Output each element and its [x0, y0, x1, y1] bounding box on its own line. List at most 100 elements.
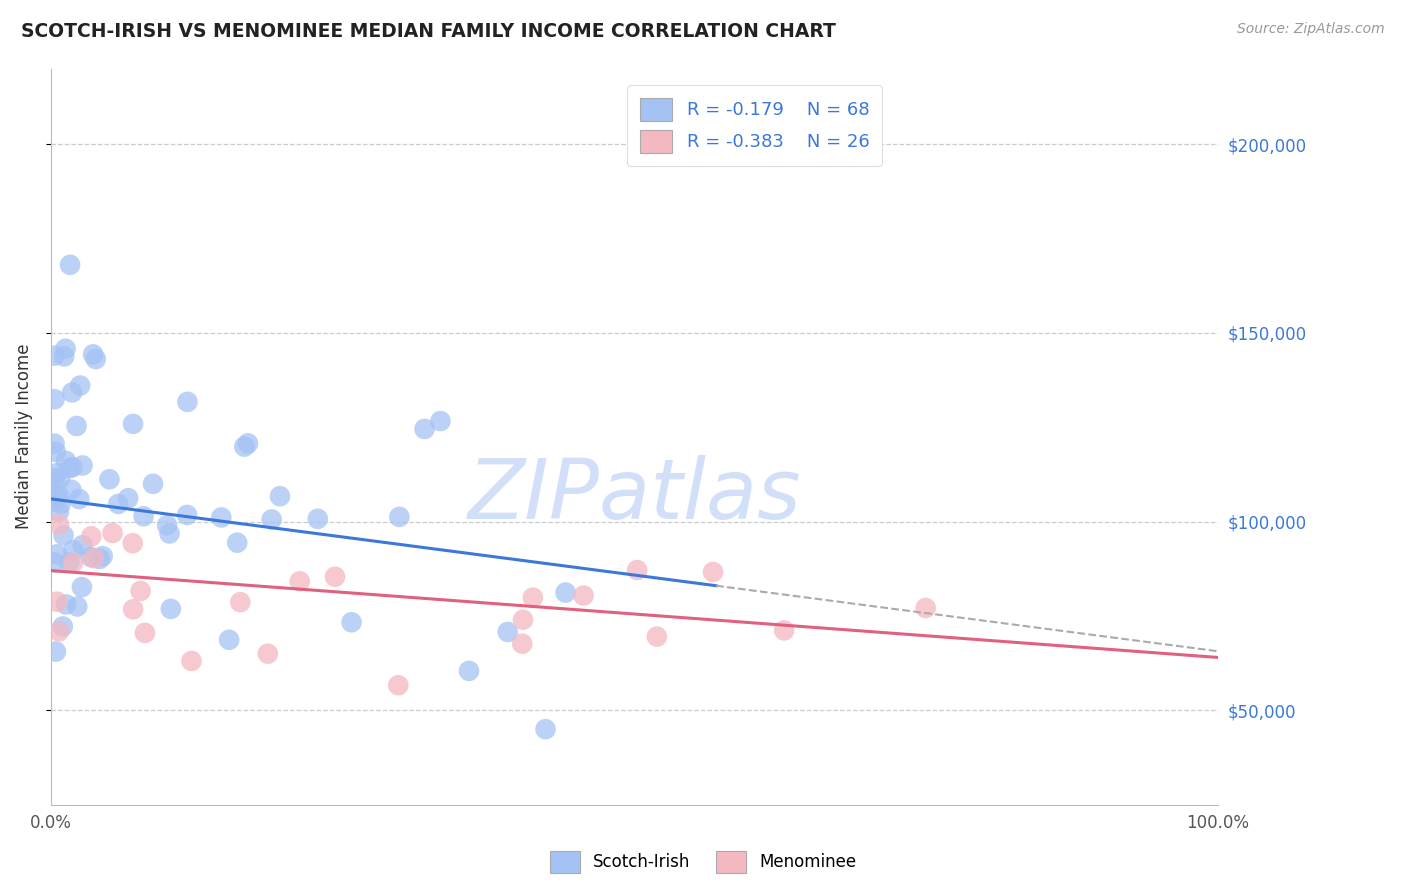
- Point: [388, 509, 411, 524]
- Point: [46, 466, 69, 480]
- Point: [572, 589, 595, 603]
- Point: [773, 624, 796, 638]
- Point: [260, 512, 283, 526]
- Point: [62, 556, 84, 570]
- Point: [44, 556, 66, 570]
- Point: [269, 489, 291, 503]
- Point: [176, 508, 198, 522]
- Point: [44, 349, 66, 363]
- Text: Source: ZipAtlas.com: Source: ZipAtlas.com: [1237, 22, 1385, 37]
- Point: [122, 602, 145, 616]
- Point: [914, 601, 936, 615]
- Point: [67, 492, 90, 507]
- Point: [134, 626, 156, 640]
- Point: [156, 518, 179, 533]
- Point: [98, 472, 121, 486]
- Point: [176, 395, 198, 409]
- Point: [91, 549, 114, 563]
- Point: [209, 510, 232, 524]
- Point: [60, 483, 83, 497]
- Point: [645, 630, 668, 644]
- Text: ZIPatlas: ZIPatlas: [468, 455, 801, 536]
- Point: [69, 378, 91, 392]
- Point: [45, 547, 67, 561]
- Point: [340, 615, 363, 630]
- Point: [159, 526, 181, 541]
- Point: [52, 528, 75, 542]
- Point: [44, 487, 66, 501]
- Point: [48, 624, 70, 639]
- Point: [45, 595, 67, 609]
- Point: [44, 471, 66, 485]
- Point: [44, 436, 66, 450]
- Point: [387, 678, 409, 692]
- Point: [58, 461, 80, 475]
- Point: [122, 417, 145, 431]
- Point: [48, 517, 70, 532]
- Point: [512, 613, 534, 627]
- Y-axis label: Median Family Income: Median Family Income: [15, 343, 32, 529]
- Point: [60, 460, 83, 475]
- Point: [121, 536, 143, 550]
- Text: SCOTCH-IRISH VS MENOMINEE MEDIAN FAMILY INCOME CORRELATION CHART: SCOTCH-IRISH VS MENOMINEE MEDIAN FAMILY …: [21, 22, 837, 41]
- Point: [180, 654, 202, 668]
- Point: [142, 476, 165, 491]
- Point: [534, 722, 557, 736]
- Point: [66, 599, 89, 614]
- Point: [45, 445, 67, 459]
- Point: [72, 538, 94, 552]
- Point: [626, 563, 648, 577]
- Point: [60, 385, 83, 400]
- Point: [83, 551, 105, 566]
- Point: [233, 440, 256, 454]
- Point: [323, 570, 346, 584]
- Point: [58, 556, 80, 570]
- Point: [256, 647, 278, 661]
- Point: [554, 585, 576, 599]
- Point: [510, 637, 533, 651]
- Point: [82, 347, 104, 361]
- Point: [307, 512, 329, 526]
- Point: [496, 624, 519, 639]
- Point: [288, 574, 311, 589]
- Point: [44, 492, 66, 507]
- Point: [53, 350, 76, 364]
- Legend: Scotch-Irish, Menominee: Scotch-Irish, Menominee: [543, 845, 863, 880]
- Legend: R = -0.179    N = 68, R = -0.383    N = 26: R = -0.179 N = 68, R = -0.383 N = 26: [627, 85, 882, 166]
- Point: [429, 414, 451, 428]
- Point: [52, 619, 75, 633]
- Point: [226, 535, 249, 549]
- Point: [49, 471, 72, 485]
- Point: [72, 458, 94, 473]
- Point: [84, 352, 107, 367]
- Point: [218, 632, 240, 647]
- Point: [80, 529, 103, 543]
- Point: [55, 598, 77, 612]
- Point: [229, 595, 252, 609]
- Point: [49, 497, 72, 511]
- Point: [44, 392, 66, 407]
- Point: [101, 526, 124, 541]
- Point: [44, 494, 66, 508]
- Point: [80, 549, 103, 564]
- Point: [107, 497, 129, 511]
- Point: [129, 583, 152, 598]
- Point: [70, 580, 93, 594]
- Point: [702, 565, 724, 579]
- Point: [413, 422, 436, 436]
- Point: [458, 664, 481, 678]
- Point: [45, 645, 67, 659]
- Point: [55, 454, 77, 468]
- Point: [522, 591, 544, 605]
- Point: [236, 436, 259, 450]
- Point: [55, 342, 77, 356]
- Point: [132, 509, 155, 524]
- Point: [62, 543, 84, 558]
- Point: [65, 419, 87, 434]
- Point: [160, 602, 183, 616]
- Point: [117, 491, 139, 506]
- Point: [48, 488, 70, 502]
- Point: [48, 505, 70, 519]
- Point: [59, 258, 82, 272]
- Point: [89, 552, 111, 566]
